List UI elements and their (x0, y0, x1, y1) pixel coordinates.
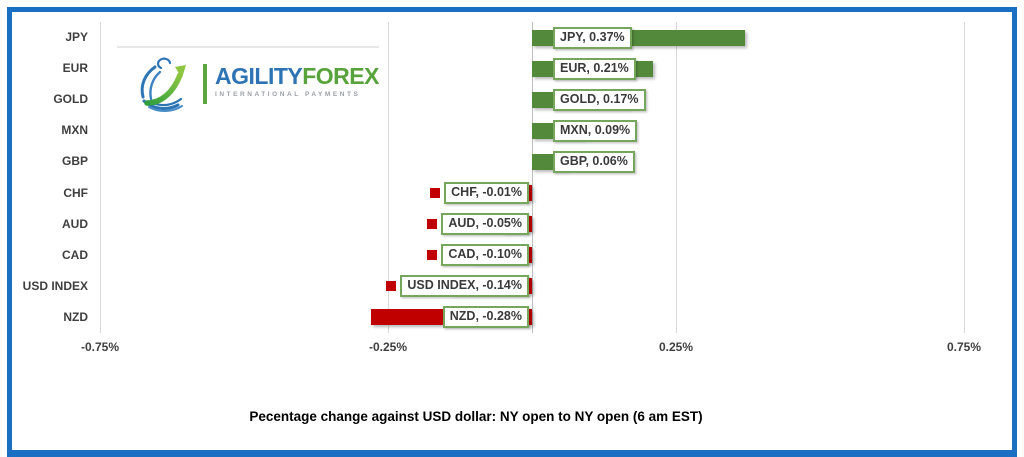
zero-axis-line (532, 22, 533, 333)
logo-brand-forex: FOREX (302, 63, 379, 89)
data-label-box: NZD, -0.28% (442, 306, 529, 329)
category-label-eur: EUR (62, 61, 88, 76)
data-label-box: CHF, -0.01% (444, 182, 529, 205)
data-label-box: GBP, 0.06% (553, 150, 635, 173)
data-label-usd-index: USD INDEX, -0.14% (386, 275, 529, 298)
data-label-box: EUR, 0.21% (553, 57, 636, 80)
x-gridline (100, 22, 101, 333)
legend-key-square (386, 281, 397, 292)
data-label-aud: AUD, -0.05% (427, 213, 529, 236)
logo-tagline: INTERNATIONAL PAYMENTS (215, 91, 361, 98)
data-label-box: USD INDEX, -0.14% (400, 275, 529, 298)
data-label-gbp: GBP, 0.06% (553, 150, 635, 173)
legend-key-square (428, 312, 439, 323)
agilityforex-logo: AGILITYFOREX INTERNATIONAL PAYMENTS (117, 46, 379, 120)
data-label-gold: GOLD, 0.17% (553, 88, 646, 111)
x-gridline (964, 22, 965, 333)
data-label-chf: CHF, -0.01% (430, 182, 529, 205)
legend-key-square (430, 188, 441, 199)
x-axis-tick-label: -0.25% (368, 340, 408, 354)
data-label-box: AUD, -0.05% (441, 213, 529, 236)
data-label-box: CAD, -0.10% (441, 244, 529, 267)
legend-key-square (427, 219, 438, 230)
data-label-eur: EUR, 0.21% (553, 57, 636, 80)
data-label-box: GOLD, 0.17% (553, 88, 646, 111)
x-axis-tick-label: -0.75% (80, 340, 120, 354)
data-label-mxn: MXN, 0.09% (553, 119, 638, 142)
x-axis-tick-label: 0.75% (946, 340, 982, 354)
x-gridline (676, 22, 677, 333)
category-label-cad: CAD (62, 247, 88, 262)
category-label-usd-index: USD INDEX (22, 278, 88, 293)
category-label-aud: AUD (62, 216, 88, 231)
chart-title: Pecentage change against USD dollar: NY … (249, 409, 703, 424)
agilityforex-globe-icon (140, 57, 186, 112)
data-label-cad: CAD, -0.10% (427, 244, 529, 267)
category-label-gbp: GBP (61, 154, 88, 169)
data-label-nzd: NZD, -0.28% (428, 306, 529, 329)
category-label-nzd: NZD (63, 309, 88, 324)
category-label-gold: GOLD (53, 92, 88, 107)
data-label-jpy: JPY, 0.37% (553, 26, 632, 49)
legend-key-square (427, 250, 438, 261)
x-gridline (388, 22, 389, 333)
logo-brand-text: AGILITYFOREX (215, 64, 379, 88)
chart-frame (7, 7, 1017, 457)
data-label-box: MXN, 0.09% (553, 119, 638, 142)
x-axis-tick-label: 0.25% (658, 340, 694, 354)
category-label-jpy: JPY (65, 30, 88, 44)
data-label-box: JPY, 0.37% (553, 26, 632, 49)
bar-chf (526, 185, 532, 202)
logo-separator (203, 64, 207, 104)
category-label-chf: CHF (63, 185, 88, 200)
category-label-mxn: MXN (61, 123, 88, 138)
logo-brand-agility: AGILITY (215, 63, 303, 89)
